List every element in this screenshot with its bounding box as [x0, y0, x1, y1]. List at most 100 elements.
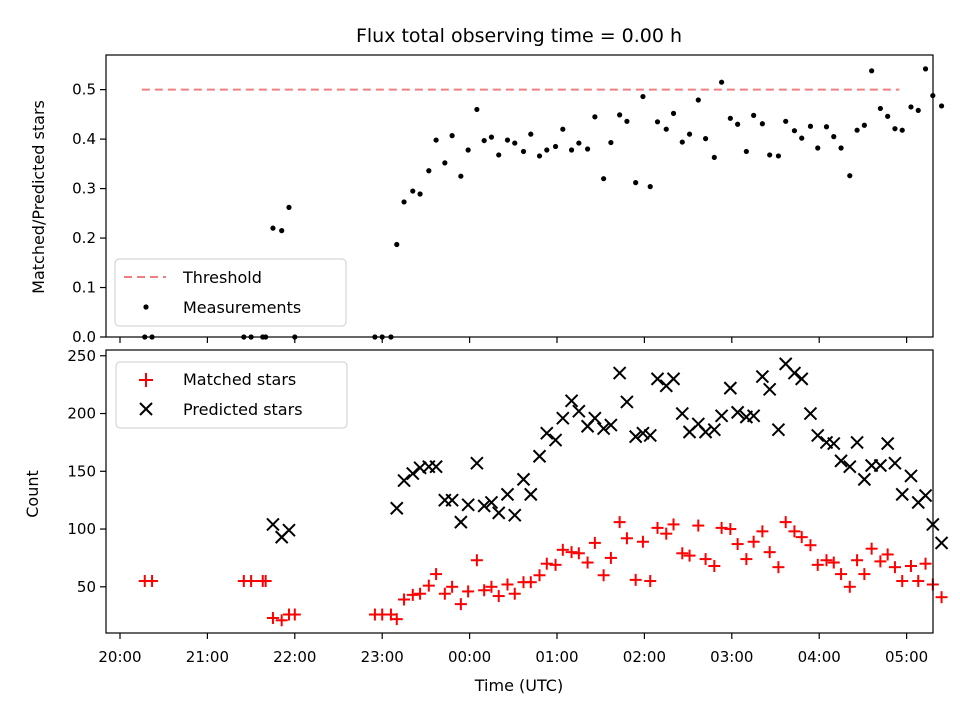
predicted-point	[397, 473, 411, 488]
matched-point	[874, 555, 887, 568]
matched-point	[540, 557, 553, 570]
measurement-point	[449, 133, 455, 139]
matched-point	[811, 558, 824, 571]
predicted-point	[675, 406, 689, 421]
matched-point	[524, 576, 537, 589]
matched-point	[843, 580, 856, 593]
measurement-point	[938, 103, 945, 109]
measurement-point	[520, 148, 527, 155]
predicted-point	[604, 418, 618, 432]
matched-point	[581, 556, 594, 569]
measurement-point	[861, 122, 867, 128]
matched-point	[676, 547, 689, 560]
x-axis-label: Time (UTC)	[474, 676, 563, 695]
x-tick-label: 00:00	[448, 648, 491, 666]
measurement-point	[915, 107, 921, 114]
matched-point	[865, 542, 878, 555]
predicted-point	[282, 523, 296, 537]
legend-measurements-swatch	[143, 304, 149, 310]
predicted-point	[850, 435, 864, 450]
matched-point	[919, 557, 932, 570]
measurement-point	[474, 106, 480, 113]
measurement-point	[686, 131, 693, 137]
predicted-point	[803, 406, 818, 421]
matched-point	[644, 575, 657, 588]
predicted-point	[596, 421, 611, 436]
measurement-point	[807, 123, 814, 129]
matched-point	[438, 587, 451, 600]
predicted-point	[771, 422, 786, 437]
predicted-point	[918, 488, 933, 503]
measurement-point	[791, 128, 798, 134]
matched-point	[398, 593, 411, 606]
matched-point	[266, 611, 279, 624]
matched-point	[470, 554, 483, 567]
measurement-point	[458, 173, 464, 179]
matched-point	[667, 518, 680, 531]
bottom-y-ticks: 50 100 150 200 250	[67, 347, 106, 596]
matched-point	[462, 585, 475, 598]
measurement-point	[885, 113, 891, 119]
predicted-point	[746, 409, 761, 423]
matched-point	[549, 558, 562, 571]
matched-point	[683, 549, 696, 562]
measurement-point	[442, 160, 448, 166]
predicted-point	[500, 487, 515, 502]
measurement-point	[560, 126, 566, 132]
matched-point	[636, 535, 649, 548]
top-y-tick-label: 0.3	[72, 180, 96, 198]
predicted-point	[620, 395, 634, 409]
x-tick-label: 03:00	[710, 648, 753, 666]
measurement-point	[670, 110, 677, 116]
bottom-y-tick-label: 250	[67, 347, 96, 365]
measurement-point	[568, 147, 575, 153]
matched-point	[820, 554, 833, 567]
measurement-point	[410, 188, 416, 194]
matched-point	[660, 527, 673, 540]
matched-point	[245, 575, 258, 588]
matched-point	[724, 523, 737, 536]
predicted-point	[755, 369, 770, 384]
measurement-point	[279, 228, 285, 234]
x-tick-label: 20:00	[98, 648, 141, 666]
matched-point	[446, 580, 459, 593]
matched-point	[604, 551, 617, 564]
measurement-point	[624, 118, 630, 124]
matched-point	[588, 536, 601, 549]
legend-matched-swatch	[139, 373, 153, 387]
measurement-point	[584, 146, 591, 152]
predicted-point	[445, 493, 459, 507]
predicted-point	[827, 436, 841, 451]
top-legend-box	[114, 258, 347, 327]
predicted-point	[730, 405, 745, 420]
matched-point	[556, 543, 569, 556]
matched-point	[492, 590, 505, 603]
measurement-point	[417, 191, 423, 197]
count-panel: Count Time (UTC) 50 100 150 200 250 20:00 21:…	[23, 347, 949, 695]
matched-point	[508, 587, 521, 600]
matched-point	[763, 546, 776, 559]
measurement-point	[783, 118, 789, 124]
predicted-point	[666, 372, 681, 386]
matched-point	[779, 516, 792, 529]
ratio-marks	[141, 66, 945, 340]
matched-point	[772, 561, 785, 574]
predicted-point	[811, 428, 825, 443]
top-x-ticks	[119, 337, 908, 343]
bottom-plot-frame	[105, 349, 934, 634]
bottom-legend-box	[115, 361, 348, 429]
measurement-point	[854, 127, 860, 133]
measurement-point	[401, 199, 407, 205]
predicted-point	[643, 428, 657, 443]
predicted-point	[698, 425, 713, 439]
matched-point	[422, 579, 435, 592]
matched-point	[275, 614, 288, 627]
predicted-point	[516, 472, 531, 487]
predicted-point	[532, 449, 547, 463]
matched-point	[629, 573, 642, 586]
measurement-point	[394, 241, 400, 248]
matched-point	[478, 584, 491, 597]
measurement-point	[831, 134, 837, 140]
measurement-point	[869, 68, 875, 74]
predicted-point	[880, 436, 895, 451]
